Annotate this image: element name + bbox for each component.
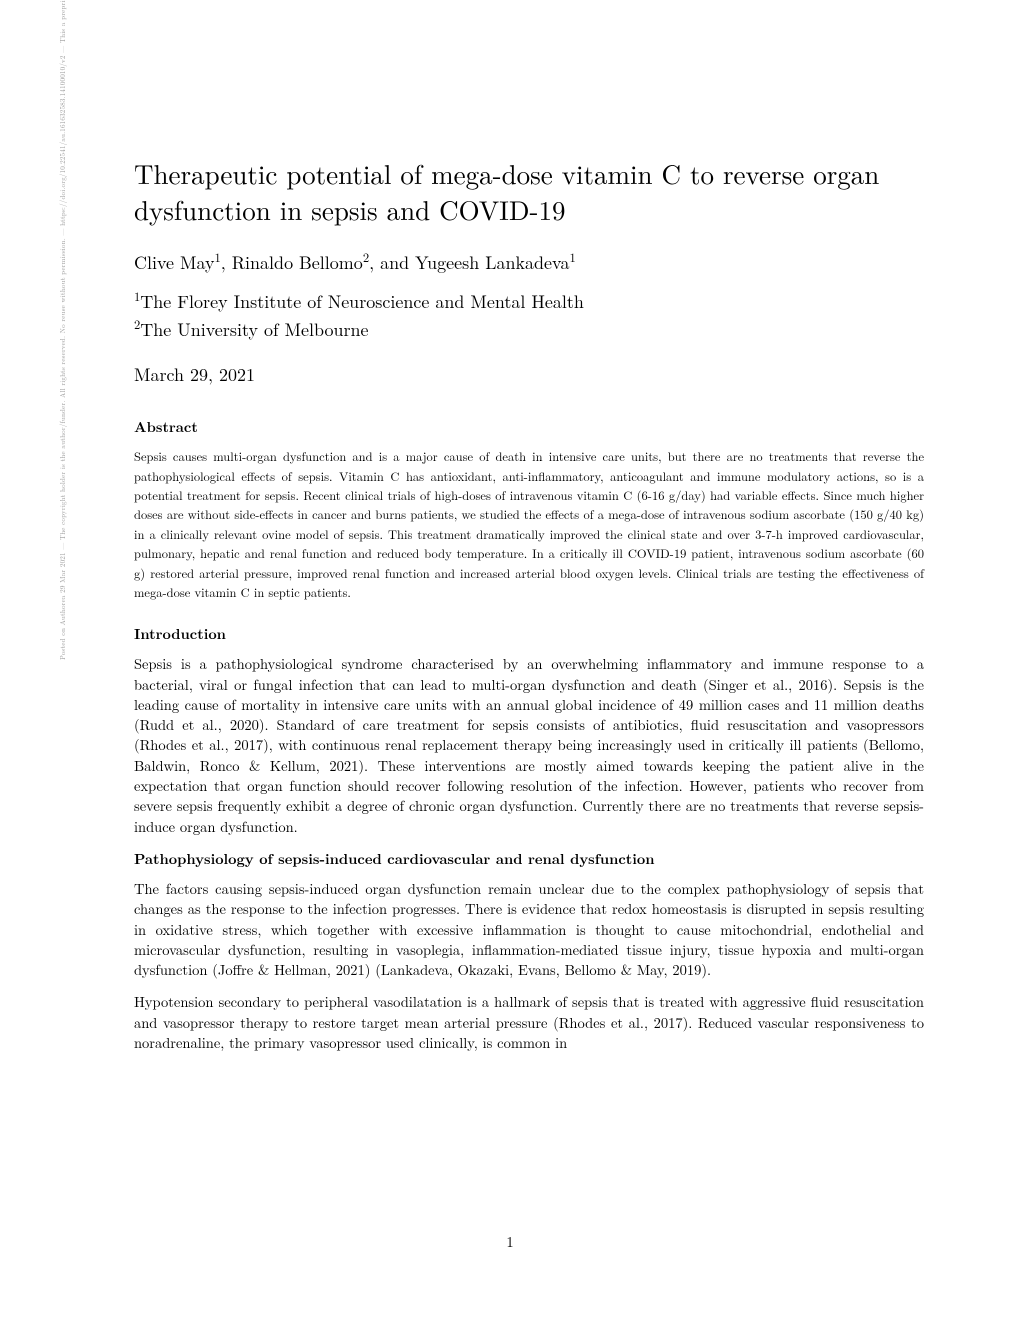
- abstract-heading: Abstract: [134, 417, 924, 437]
- affiliation-1: 1The Florey Institute of Neuroscience an…: [134, 289, 924, 314]
- pathophysiology-heading: Pathophysiology of sepsis-induced cardio…: [134, 849, 924, 869]
- abstract-text: Sepsis causes multi-organ dysfunction an…: [134, 447, 924, 602]
- introduction-heading: Introduction: [134, 624, 924, 644]
- introduction-paragraph-1: Sepsis is a pathophysiological syndrome …: [134, 654, 924, 837]
- publication-date: March 29, 2021: [134, 362, 924, 387]
- pathophysiology-paragraph-1: The factors causing sepsis-induced organ…: [134, 879, 924, 980]
- affiliation-2: 2The University of Melbourne: [134, 317, 924, 342]
- page-content: Therapeutic potential of mega-dose vitam…: [134, 155, 924, 1065]
- authors-line: Clive May1, Rinaldo Bellomo2, and Yugees…: [134, 250, 924, 275]
- paper-title: Therapeutic potential of mega-dose vitam…: [134, 155, 924, 228]
- page-number: 1: [0, 1232, 1020, 1252]
- preprint-sidebar-notice: Posted on Authorea 29 Mar 2021 — The cop…: [58, 0, 68, 660]
- pathophysiology-paragraph-2: Hypotension secondary to peripheral vaso…: [134, 992, 924, 1053]
